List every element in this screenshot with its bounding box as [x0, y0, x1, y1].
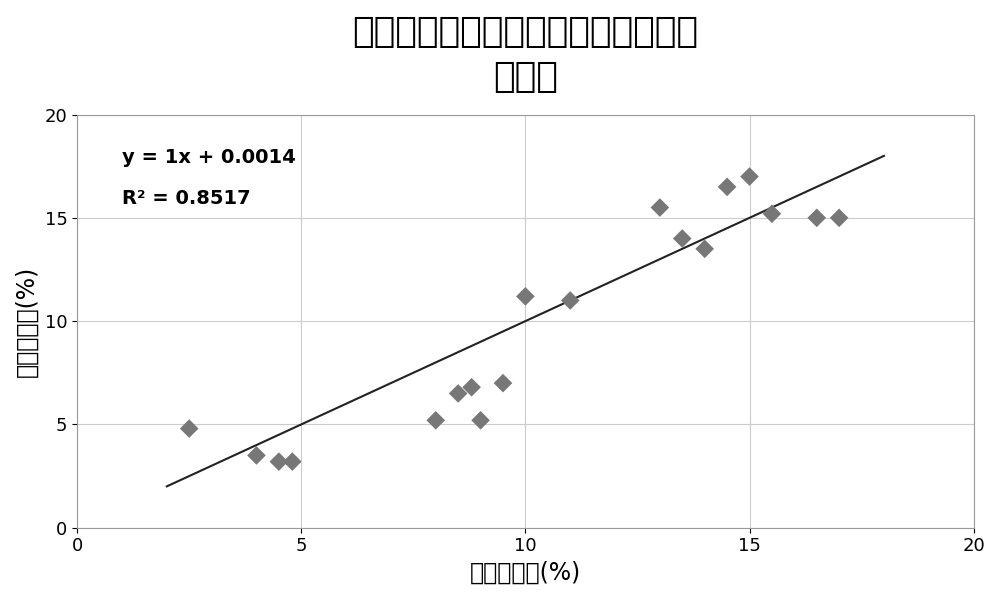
Point	[284, 457, 300, 466]
Text: y = 1x + 0.0014: y = 1x + 0.0014	[122, 148, 296, 167]
Point	[697, 244, 713, 254]
Point	[450, 389, 466, 398]
Point	[271, 457, 287, 466]
Point	[742, 172, 758, 181]
Point	[809, 213, 825, 223]
Point	[764, 209, 780, 218]
Point	[473, 416, 489, 425]
Point	[562, 296, 578, 305]
Point	[495, 379, 511, 388]
Y-axis label: 实测孔隙度(%): 实测孔隙度(%)	[15, 266, 39, 377]
X-axis label: 预测孔隙度(%): 预测孔隙度(%)	[470, 561, 581, 585]
Point	[831, 213, 847, 223]
Point	[428, 416, 444, 425]
Point	[464, 382, 480, 392]
Point	[719, 182, 735, 191]
Point	[181, 424, 197, 433]
Point	[248, 451, 264, 460]
Point	[517, 292, 533, 301]
Title: 反射率一阶导数预测与实测孔隙度相
关关系: 反射率一阶导数预测与实测孔隙度相 关关系	[352, 15, 698, 94]
Text: R² = 0.8517: R² = 0.8517	[122, 189, 251, 208]
Point	[652, 203, 668, 212]
Point	[674, 234, 690, 244]
